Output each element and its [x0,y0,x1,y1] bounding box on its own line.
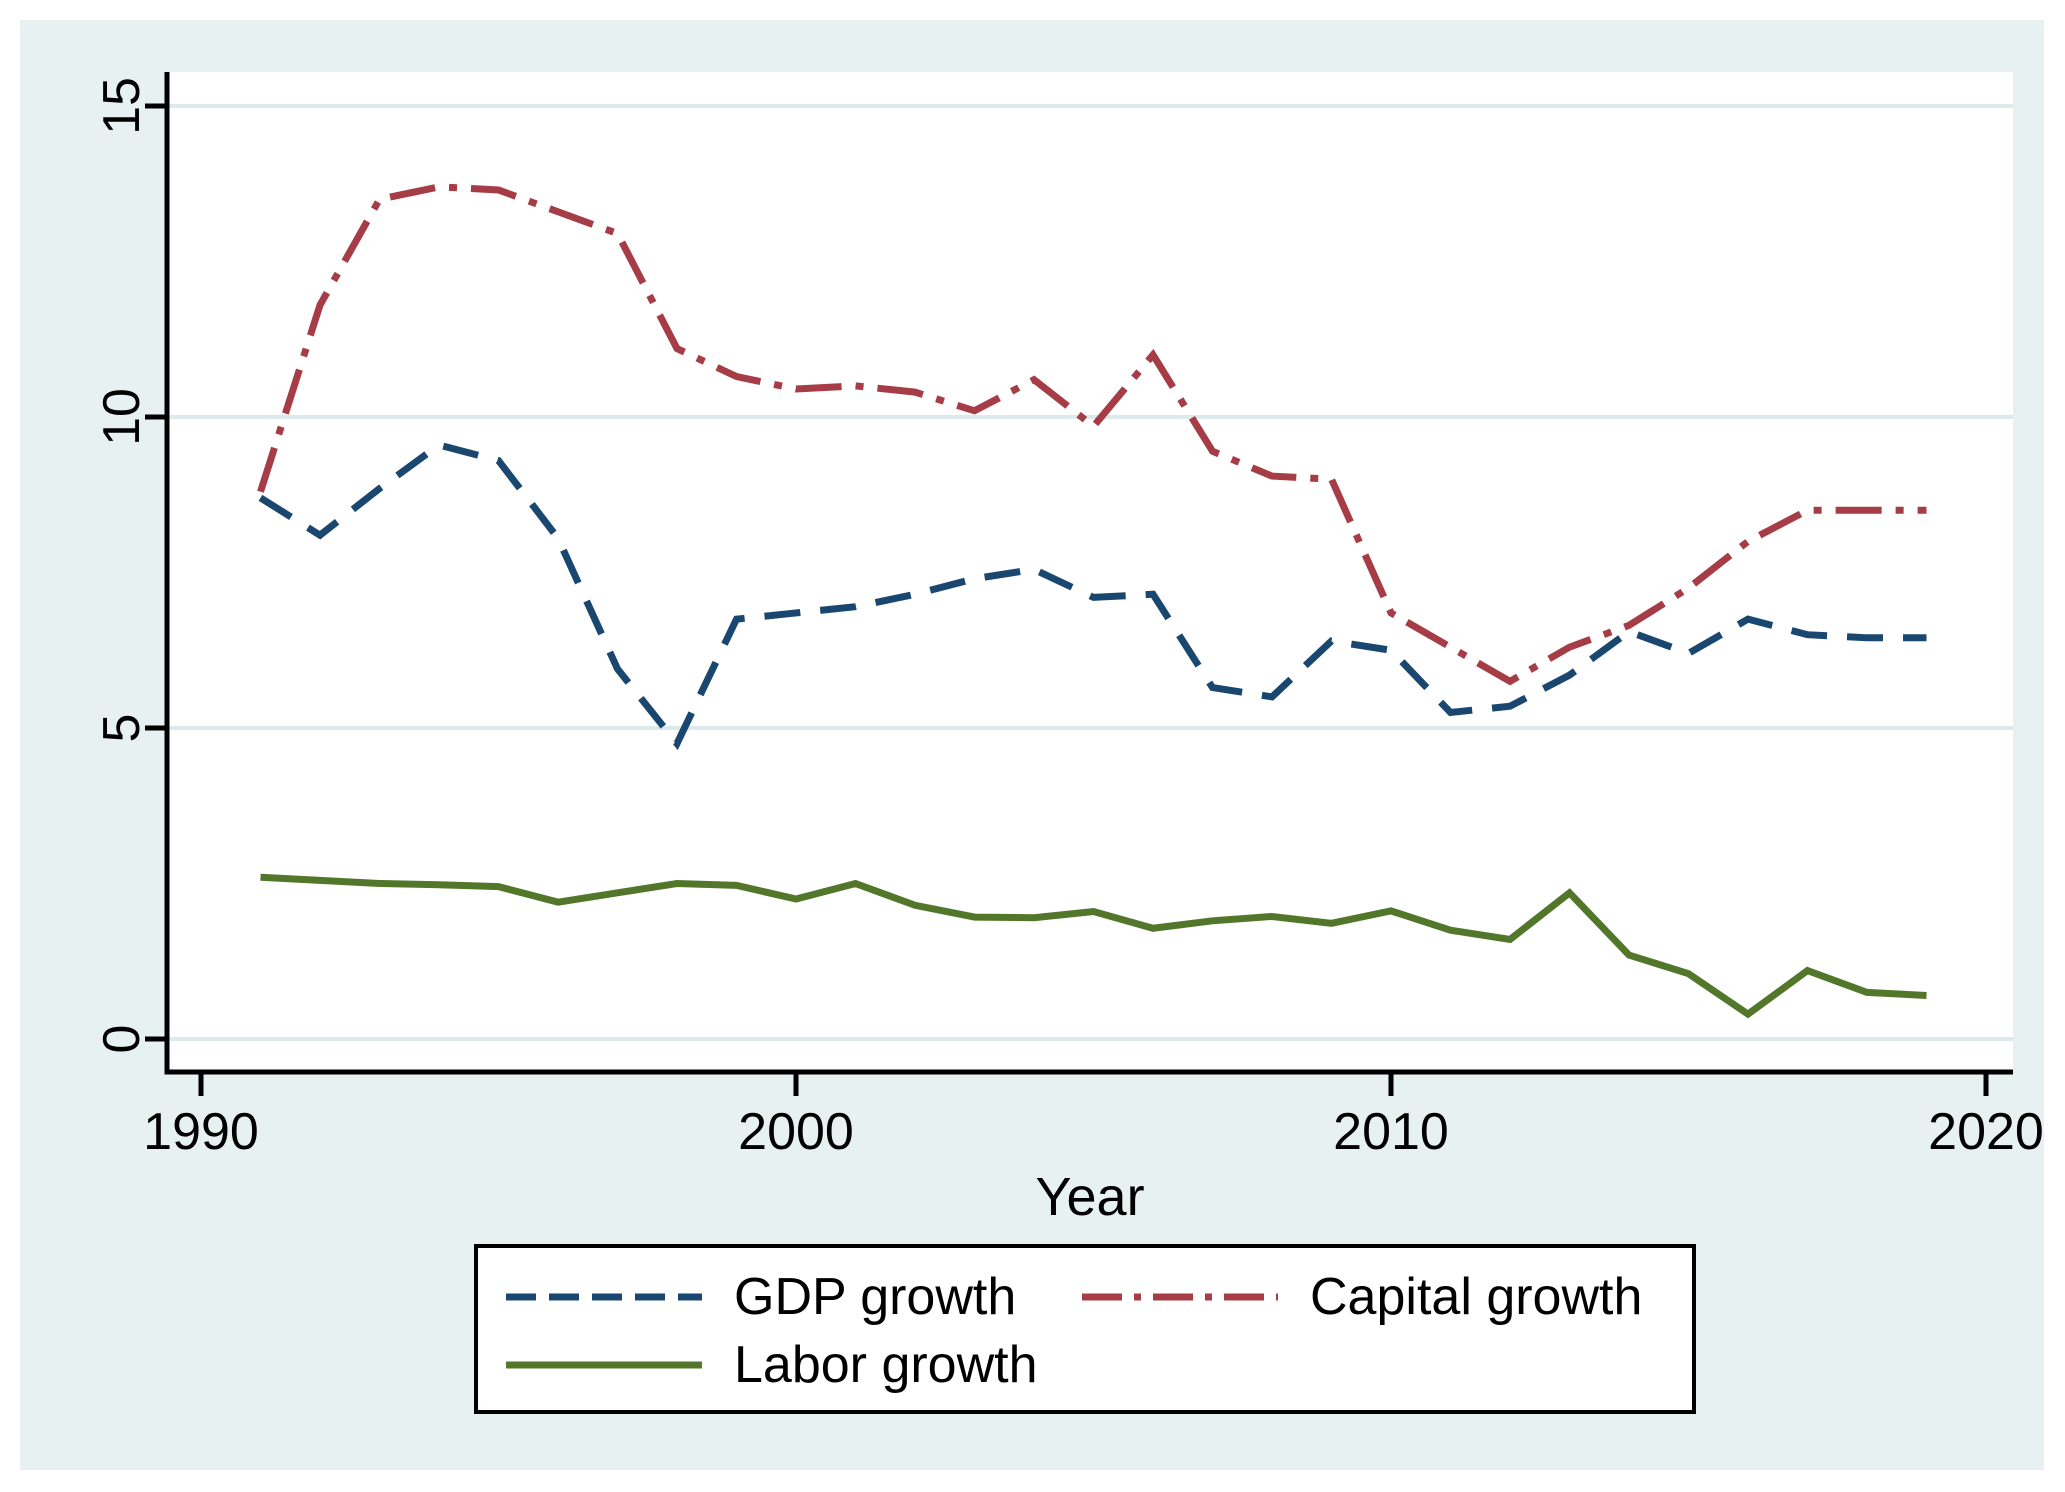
series-line-capital-growth [257,183,1927,686]
y-tick-label-15: 15 [93,77,151,135]
x-tick-label-2020: 2020 [1928,1103,2044,1161]
y-tick-label-10: 10 [93,388,151,446]
legend-label-gdp-growth: GDP growth [734,1268,1016,1326]
x-tick-label-2010: 2010 [1333,1103,1449,1161]
legend: GDP growth Capital growth Labor growth [474,1244,1696,1414]
tick-marks [145,103,1989,1096]
axes [164,72,2013,1075]
x-tick-labels: 1990 2000 2010 2020 [143,1103,2044,1161]
y-tick-label-0: 0 [93,1025,151,1054]
legend-entry-labor-growth: Labor growth [506,1336,1038,1394]
legend-label-labor-growth: Labor growth [734,1336,1038,1394]
x-axis-title: Year [1035,1167,1144,1227]
gridlines [167,104,2013,1041]
series-line-gdp-growth [258,441,1927,751]
legend-entry-gdp-growth: GDP growth [506,1268,1016,1326]
y-tick-labels: 0 5 10 15 [93,77,151,1053]
y-tick-label-5: 5 [93,714,151,743]
plot-region-background [167,72,2013,1072]
series-line-labor-growth [260,873,1927,1019]
legend-label-capital-growth: Capital growth [1310,1268,1642,1326]
legend-entry-capital-growth: Capital growth [1082,1268,1642,1326]
data-series [257,183,1927,1019]
legend-box [474,1244,1696,1414]
x-tick-label-2000: 2000 [738,1103,854,1161]
x-tick-label-1990: 1990 [143,1103,259,1161]
